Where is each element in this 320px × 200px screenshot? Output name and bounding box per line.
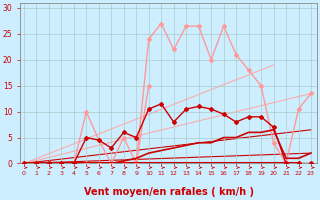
X-axis label: Vent moyen/en rafales ( km/h ): Vent moyen/en rafales ( km/h ) [84,187,254,197]
